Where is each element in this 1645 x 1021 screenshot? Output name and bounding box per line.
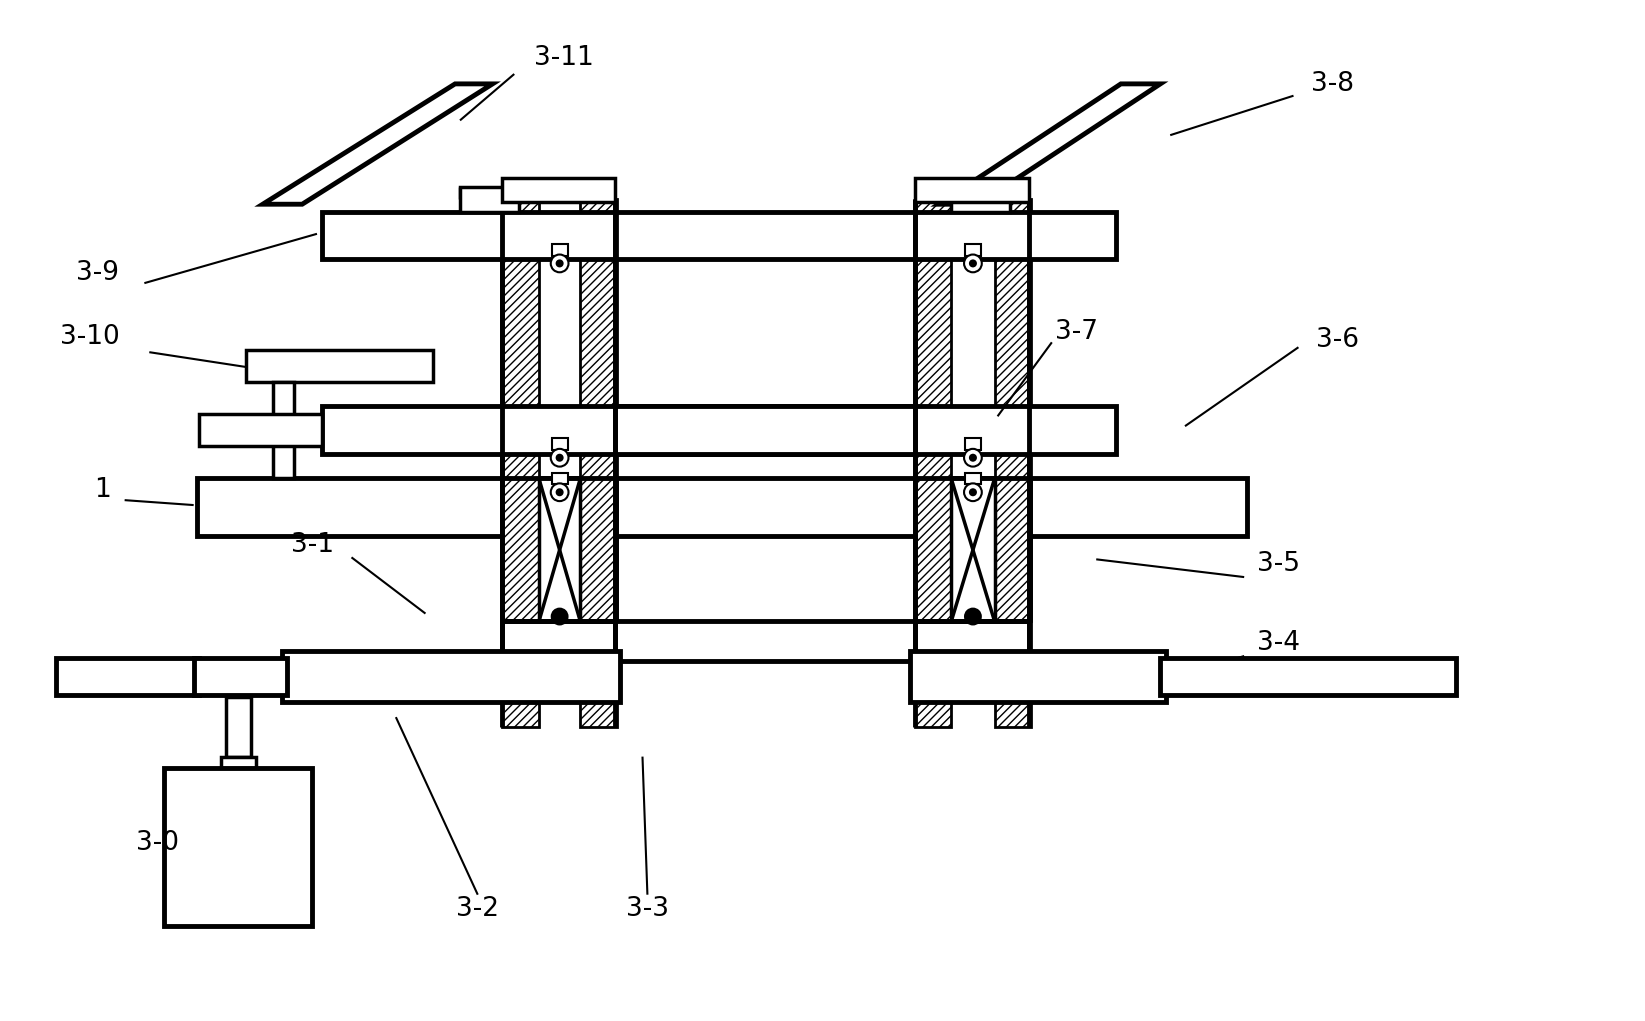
Bar bbox=[164, 769, 313, 926]
Bar bbox=[322, 412, 615, 448]
Bar bbox=[247, 350, 433, 382]
Bar bbox=[197, 479, 1247, 536]
Text: 3-4: 3-4 bbox=[1257, 630, 1300, 657]
Circle shape bbox=[964, 254, 982, 273]
Text: 1: 1 bbox=[94, 477, 112, 503]
Bar bbox=[581, 479, 617, 622]
Bar bbox=[199, 483, 1244, 531]
Bar bbox=[247, 350, 283, 382]
Circle shape bbox=[556, 260, 563, 266]
Bar bbox=[222, 757, 257, 769]
Polygon shape bbox=[263, 84, 492, 204]
Bar bbox=[1160, 658, 1456, 695]
Bar bbox=[322, 212, 615, 259]
Bar bbox=[551, 438, 568, 450]
Bar bbox=[915, 412, 1115, 448]
Circle shape bbox=[971, 260, 975, 266]
Bar bbox=[995, 199, 1031, 727]
Text: 3-7: 3-7 bbox=[1054, 320, 1097, 345]
Bar bbox=[951, 479, 995, 622]
Bar bbox=[581, 199, 617, 727]
Text: 3-0: 3-0 bbox=[135, 830, 179, 857]
Bar bbox=[915, 622, 1030, 661]
Circle shape bbox=[556, 454, 563, 460]
Bar bbox=[951, 188, 1010, 212]
Bar bbox=[966, 244, 980, 255]
Bar bbox=[288, 657, 615, 697]
Bar bbox=[199, 661, 288, 692]
Circle shape bbox=[556, 489, 563, 495]
Text: 3-8: 3-8 bbox=[1311, 70, 1354, 97]
Bar bbox=[61, 661, 199, 692]
Bar bbox=[461, 188, 520, 212]
Bar bbox=[502, 178, 615, 202]
Bar bbox=[915, 479, 1030, 622]
Bar bbox=[551, 473, 568, 484]
Bar bbox=[502, 622, 615, 661]
Bar bbox=[194, 658, 288, 695]
Bar bbox=[915, 199, 951, 727]
Text: 3-3: 3-3 bbox=[625, 896, 670, 923]
Bar bbox=[502, 479, 540, 622]
Circle shape bbox=[971, 454, 975, 460]
Bar bbox=[273, 382, 294, 479]
Text: 3-6: 3-6 bbox=[1316, 328, 1359, 353]
Circle shape bbox=[551, 483, 569, 501]
Circle shape bbox=[971, 489, 975, 495]
Bar bbox=[502, 199, 540, 727]
Bar bbox=[966, 473, 980, 484]
Circle shape bbox=[551, 254, 569, 273]
Bar bbox=[615, 622, 915, 661]
Bar bbox=[199, 415, 322, 446]
Circle shape bbox=[964, 449, 982, 467]
Bar bbox=[56, 658, 199, 695]
Text: 3-11: 3-11 bbox=[533, 45, 594, 71]
Bar bbox=[502, 622, 615, 661]
Bar bbox=[915, 406, 1115, 453]
Circle shape bbox=[964, 483, 982, 501]
Circle shape bbox=[551, 609, 568, 625]
Bar bbox=[551, 244, 568, 255]
Bar bbox=[227, 697, 252, 757]
Bar bbox=[322, 218, 615, 253]
Bar bbox=[915, 657, 1161, 697]
Text: 3-10: 3-10 bbox=[61, 325, 120, 350]
Bar bbox=[910, 651, 1166, 702]
Text: 3-9: 3-9 bbox=[76, 260, 120, 286]
Bar bbox=[1165, 661, 1451, 692]
Text: 3-1: 3-1 bbox=[291, 532, 334, 557]
Bar bbox=[615, 406, 915, 453]
Circle shape bbox=[966, 609, 980, 625]
Bar bbox=[915, 218, 1115, 253]
Bar bbox=[502, 479, 615, 622]
Circle shape bbox=[551, 449, 569, 467]
Bar bbox=[915, 178, 1030, 202]
Text: 3-5: 3-5 bbox=[1257, 551, 1300, 577]
Bar bbox=[283, 651, 620, 702]
Bar bbox=[915, 622, 1030, 661]
Bar bbox=[995, 479, 1031, 622]
Polygon shape bbox=[938, 84, 1160, 204]
Text: 3-2: 3-2 bbox=[456, 896, 498, 923]
Bar bbox=[966, 438, 980, 450]
Bar bbox=[540, 479, 581, 622]
Bar bbox=[915, 479, 951, 622]
Bar bbox=[915, 212, 1115, 259]
Bar bbox=[322, 406, 615, 453]
